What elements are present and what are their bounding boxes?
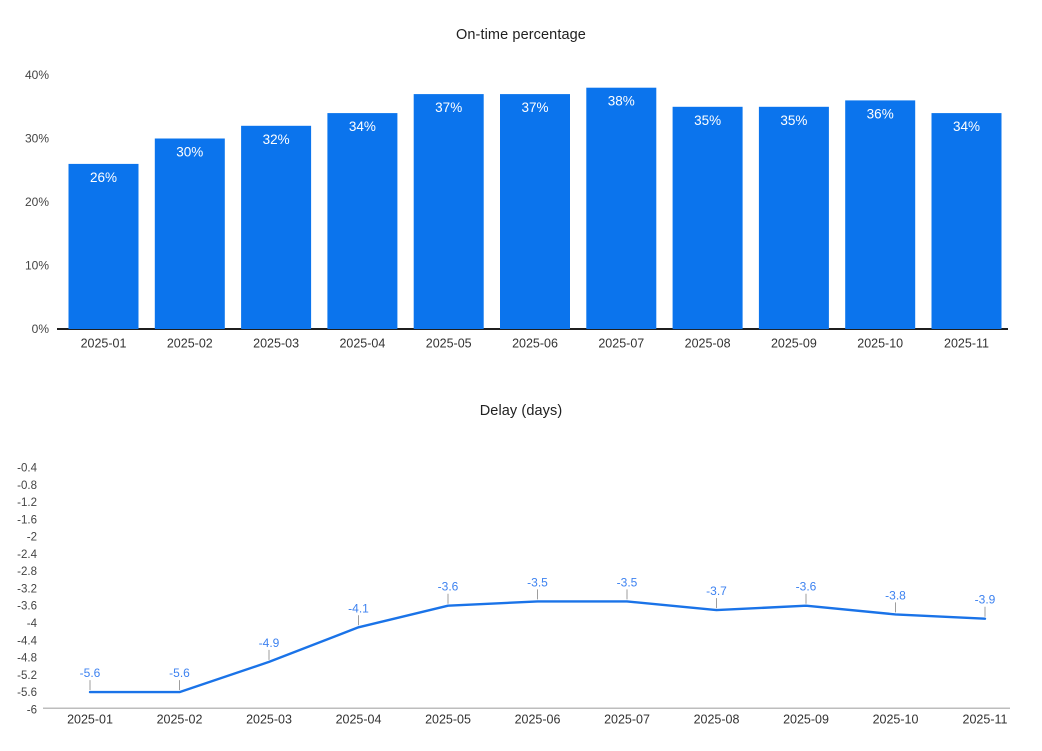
y-tick-label: -4	[27, 618, 38, 630]
bar-2025-09	[758, 106, 829, 330]
x-category-label: 2025-11	[944, 336, 989, 350]
bar-value-label: 34%	[349, 119, 376, 134]
bar-2025-05	[413, 94, 484, 329]
bar-2025-07	[586, 87, 657, 329]
bar-2025-10	[845, 100, 916, 330]
y-tick-label: -4.8	[17, 653, 37, 665]
bar-value-label: 35%	[694, 113, 721, 128]
bar-value-label: 26%	[90, 170, 117, 185]
x-category-label: 2025-07	[598, 336, 644, 350]
point-value-label: -4.1	[348, 601, 369, 615]
x-category-label: 2025-06	[512, 336, 558, 350]
point-value-label: -3.6	[438, 580, 459, 594]
x-category-label: 2025-11	[963, 712, 1008, 726]
x-category-label: 2025-05	[425, 712, 471, 726]
y-tick-label: 20%	[25, 195, 49, 209]
x-category-label: 2025-07	[604, 712, 650, 726]
x-axis-line	[43, 707, 1010, 709]
bar-2025-02	[154, 138, 225, 329]
bar-2025-11	[931, 113, 1002, 329]
y-tick-label: -1.6	[17, 514, 37, 526]
x-category-label: 2025-09	[783, 712, 829, 726]
y-tick-label: -2	[27, 532, 37, 544]
y-tick-label: -4.4	[17, 635, 37, 647]
y-tick-label: 40%	[25, 68, 49, 82]
x-category-label: 2025-10	[857, 336, 903, 350]
x-category-label: 2025-08	[685, 336, 731, 350]
x-category-label: 2025-02	[167, 336, 213, 350]
point-value-label: -3.9	[975, 593, 996, 607]
delay-chart-title: Delay (days)	[479, 403, 563, 419]
point-value-label: -3.5	[617, 575, 638, 589]
delay-line-series	[88, 600, 987, 694]
bar-value-label: 35%	[780, 113, 807, 128]
point-value-label: -3.8	[885, 588, 906, 602]
bar-value-label: 34%	[953, 119, 980, 134]
ontime-chart-plot: 0% 10% 20% 30% 40% 26% 2025-01 30% 2025-02 32% 202…	[25, 68, 1008, 350]
x-category-label: 2025-02	[157, 712, 203, 726]
point-value-label: -3.5	[527, 575, 548, 589]
y-tick-label: -2.4	[17, 549, 37, 561]
x-category-label: 2025-01	[81, 336, 127, 350]
y-tick-label: 10%	[25, 259, 49, 273]
y-tick-label: -3.6	[17, 601, 37, 613]
y-tick-label: -6	[27, 704, 37, 716]
bar-value-label: 37%	[435, 100, 462, 115]
y-tick-label: -5.6	[17, 687, 37, 699]
point-value-label: -5.6	[80, 666, 101, 680]
y-tick-label: 30%	[25, 132, 49, 146]
x-category-label: 2025-08	[694, 712, 740, 726]
y-tick-label: -2.8	[17, 566, 37, 578]
x-category-label: 2025-09	[771, 336, 817, 350]
bar-value-label: 36%	[867, 106, 894, 121]
ontime-chart-title: On-time percentage	[456, 27, 586, 43]
y-tick-label: -0.4	[17, 463, 37, 475]
y-tick-label: -3.2	[17, 584, 37, 596]
bar-value-label: 30%	[176, 145, 203, 160]
y-tick-label: -0.8	[17, 480, 37, 492]
bar-2025-08	[672, 106, 743, 330]
point-value-label: -3.7	[706, 584, 727, 598]
bar-value-label: 37%	[521, 100, 548, 115]
x-category-label: 2025-01	[67, 712, 113, 726]
point-value-label: -3.6	[796, 580, 817, 594]
y-tick-label: 0%	[32, 322, 50, 336]
bar-value-label: 38%	[608, 94, 635, 109]
bar-2025-04	[327, 113, 398, 329]
x-category-label: 2025-04	[336, 712, 382, 726]
x-category-label: 2025-03	[246, 712, 292, 726]
bar-2025-01	[68, 163, 139, 329]
y-tick-label: -1.2	[17, 497, 37, 509]
x-category-label: 2025-03	[253, 336, 299, 350]
x-category-label: 2025-05	[426, 336, 472, 350]
point-value-label: -4.9	[259, 636, 280, 650]
bar-value-label: 32%	[263, 132, 290, 147]
x-category-label: 2025-10	[873, 712, 919, 726]
x-category-label: 2025-06	[515, 712, 561, 726]
x-category-label: 2025-04	[339, 336, 385, 350]
bar-2025-03	[241, 125, 312, 329]
point-value-label: -5.6	[169, 666, 190, 680]
bar-2025-06	[500, 94, 570, 329]
y-tick-label: -5.2	[17, 670, 37, 682]
delay-chart-plot: -0.4 -0.8 -1.2 -1.6 -2 -2.4 -2.8 -3.2 -3.6 -4 -4.4…	[17, 463, 1010, 726]
